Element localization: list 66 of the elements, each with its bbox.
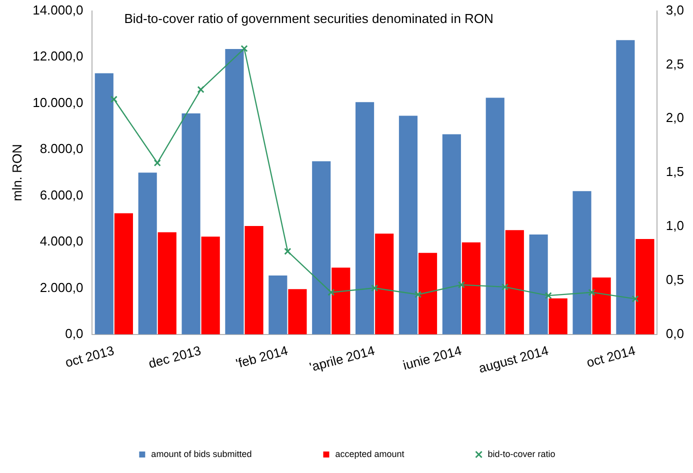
legend-label: accepted amount [335,448,405,459]
bar [332,268,350,334]
chart-title: Bid-to-cover ratio of government securities denominated in RON [124,10,494,26]
bar [505,230,524,334]
bar [548,298,568,334]
y-tick-label: 14.000,0 [32,2,84,18]
legend-label: amount of bids submitted [151,448,252,459]
bar [572,191,592,334]
y2-tick-label: 2,5 [666,56,684,72]
x-tick-label: 'aprile 2014 [308,342,376,375]
bar [312,161,331,334]
y2-tick-label: 1,5 [666,164,684,180]
point [632,295,639,302]
bar [114,213,133,334]
bar [462,242,481,334]
point [458,281,466,288]
bar [636,238,654,334]
bar [201,236,220,334]
y2-tick-label: 1,0 [666,218,684,234]
bar [138,172,157,334]
y-tick-label: 0,0 [65,326,84,341]
y2-tick-label: 0,0 [666,326,684,341]
y-axis-title: mln. RON [9,144,24,202]
bar [398,116,418,334]
point [284,248,292,255]
point [414,290,422,298]
bar [225,48,244,334]
bar [418,252,438,334]
point [154,159,161,166]
y-tick-label: 2.000,0 [40,280,84,295]
bar [486,98,504,334]
x-tick-label: iunie 2014 [401,342,464,373]
bar [529,234,548,334]
y2-tick-label: 0,5 [666,272,684,288]
bar [356,102,374,334]
y-tick-label: 8.000,0 [40,141,84,156]
bar [616,40,635,334]
point [110,96,118,103]
y-tick-label: 6.000,0 [40,187,84,202]
x-tick-label: dec 2013 [146,342,203,372]
y-tick-label: 10.000,0 [32,94,84,110]
x-tick-label: 'feb 2014 [234,342,290,372]
bar [268,275,288,334]
point [370,284,378,292]
x-tick-label: oct 2013 [64,342,116,370]
bar [158,232,176,334]
bar [442,134,461,334]
legend-label: bid-to-cover ratio [488,448,556,459]
bar [592,278,611,334]
y-tick-label: 4.000,0 [40,234,84,249]
bar [182,113,200,334]
bar [244,226,264,334]
y-tick-label: 12.000,0 [32,48,84,64]
point [197,86,204,94]
bar [288,289,307,334]
point [588,288,596,296]
bar [375,234,394,334]
y2-tick-label: 2,0 [666,110,684,126]
bar [94,73,114,334]
point [240,44,248,52]
point [544,292,552,300]
x-tick-label: august 2014 [477,342,550,376]
x-tick-label: oct 2014 [584,342,637,370]
y2-tick-label: 3,0 [666,2,684,18]
point [501,283,508,291]
point [328,288,335,296]
